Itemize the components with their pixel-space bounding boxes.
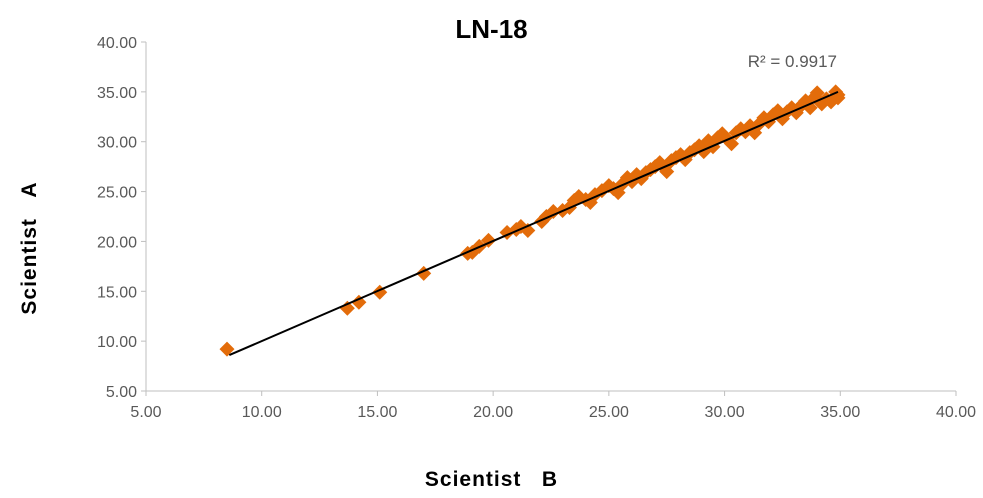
x-tick-label: 35.00 <box>820 404 860 421</box>
x-tick-label: 5.00 <box>130 404 161 421</box>
data-point <box>545 204 561 220</box>
x-tick-label: 20.00 <box>473 404 513 421</box>
x-tick-label: 30.00 <box>705 404 745 421</box>
y-tick-label: 5.00 <box>106 384 137 401</box>
data-point <box>802 100 818 116</box>
x-tick-label: 25.00 <box>589 404 629 421</box>
trendline <box>228 90 839 357</box>
y-tick-label: 30.00 <box>97 135 137 152</box>
y-tick-label: 35.00 <box>97 85 137 102</box>
x-axis-label: Scientist B <box>424 468 559 491</box>
data-point <box>339 300 355 316</box>
r-squared-label: R² = 0.9917 <box>748 52 837 71</box>
x-tick-label: 40.00 <box>936 404 976 421</box>
x-tick-label: 10.00 <box>242 404 282 421</box>
data-point <box>219 341 235 357</box>
x-tick-label: 15.00 <box>357 404 397 421</box>
y-tick-label: 40.00 <box>97 35 137 52</box>
y-tick-label: 15.00 <box>97 284 137 301</box>
data-point <box>809 85 825 101</box>
data-point <box>830 87 846 103</box>
y-tick-label: 10.00 <box>97 334 137 351</box>
chart-title: LN-18 <box>455 14 528 44</box>
y-tick-label: 20.00 <box>97 234 137 251</box>
y-tick-label: 25.00 <box>97 185 137 202</box>
